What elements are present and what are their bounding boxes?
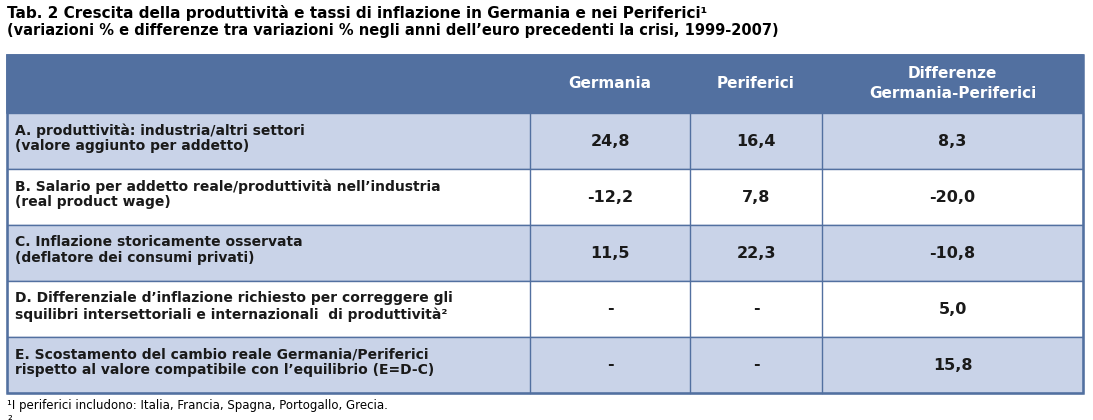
Text: C. Inflazione storicamente osservata: C. Inflazione storicamente osservata: [15, 235, 303, 249]
FancyBboxPatch shape: [7, 55, 1083, 113]
Text: (deflatore dei consumi privati): (deflatore dei consumi privati): [15, 251, 255, 265]
Text: 5,0: 5,0: [938, 302, 966, 317]
Text: squilibri intersettoriali e internazionali  di produttività²: squilibri intersettoriali e internaziona…: [15, 307, 447, 321]
Text: E. Scostamento del cambio reale Germania/Periferici: E. Scostamento del cambio reale Germania…: [15, 347, 428, 361]
Text: 22,3: 22,3: [737, 246, 776, 260]
Text: -: -: [753, 302, 760, 317]
Text: Periferici: Periferici: [717, 76, 795, 92]
Text: B. Salario per addetto reale/produttività nell’industria: B. Salario per addetto reale/produttivit…: [15, 179, 440, 194]
Text: 24,8: 24,8: [590, 134, 630, 149]
FancyBboxPatch shape: [7, 281, 1083, 337]
Text: -: -: [753, 357, 760, 373]
FancyBboxPatch shape: [7, 113, 1083, 169]
Text: 15,8: 15,8: [932, 357, 973, 373]
Text: ²: ²: [7, 414, 12, 420]
Text: (valore aggiunto per addetto): (valore aggiunto per addetto): [15, 139, 249, 153]
Text: -: -: [607, 302, 613, 317]
Text: Differenze: Differenze: [908, 66, 997, 81]
Text: (real product wage): (real product wage): [15, 195, 171, 209]
Text: Tab. 2 Crescita della produttività e tassi di inflazione in Germania e nei Perif: Tab. 2 Crescita della produttività e tas…: [7, 5, 707, 21]
Text: rispetto al valore compatibile con l’equilibrio (E=D-C): rispetto al valore compatibile con l’equ…: [15, 363, 434, 377]
Text: D. Differenziale d’inflazione richiesto per correggere gli: D. Differenziale d’inflazione richiesto …: [15, 291, 453, 305]
Text: -20,0: -20,0: [929, 189, 976, 205]
Text: 16,4: 16,4: [737, 134, 776, 149]
FancyBboxPatch shape: [7, 337, 1083, 393]
FancyBboxPatch shape: [7, 169, 1083, 225]
FancyBboxPatch shape: [7, 225, 1083, 281]
Text: ¹I periferici includono: Italia, Francia, Spagna, Portogallo, Grecia.: ¹I periferici includono: Italia, Francia…: [7, 399, 388, 412]
Text: 8,3: 8,3: [938, 134, 966, 149]
Text: -10,8: -10,8: [929, 246, 976, 260]
Text: Germania: Germania: [568, 76, 651, 92]
Text: A. produttività: industria/altri settori: A. produttività: industria/altri settori: [15, 123, 305, 137]
Text: 11,5: 11,5: [590, 246, 630, 260]
Text: -: -: [607, 357, 613, 373]
Text: (variazioni % e differenze tra variazioni % negli anni dell’euro precedenti la c: (variazioni % e differenze tra variazion…: [7, 23, 778, 38]
Text: Germania-Periferici: Germania-Periferici: [869, 86, 1036, 100]
Text: 7,8: 7,8: [742, 189, 771, 205]
Text: -12,2: -12,2: [587, 189, 633, 205]
